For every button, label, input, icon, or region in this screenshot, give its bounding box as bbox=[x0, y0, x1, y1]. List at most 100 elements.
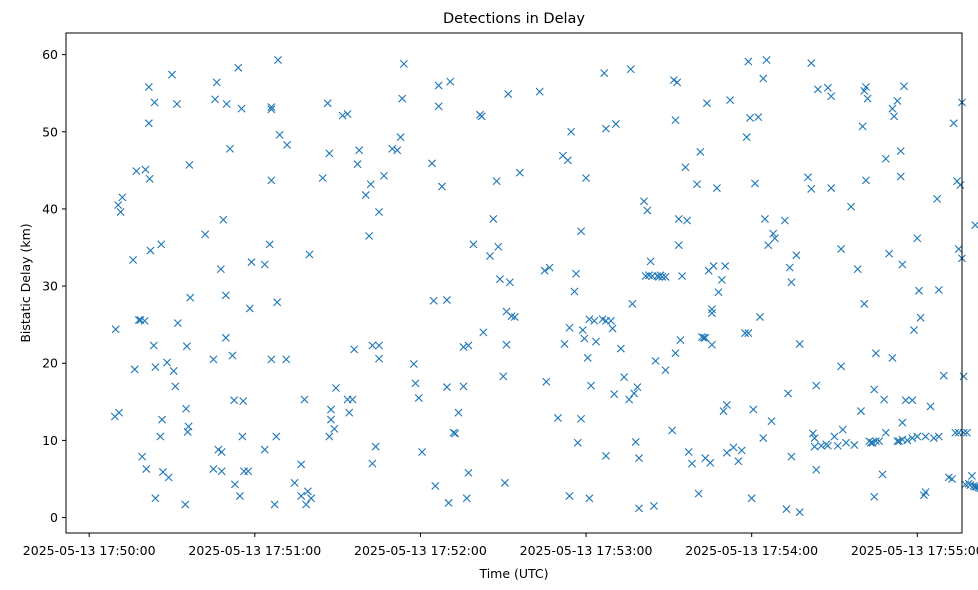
data-point bbox=[270, 500, 279, 509]
data-point bbox=[823, 441, 832, 450]
data-point bbox=[782, 505, 791, 514]
data-point bbox=[565, 491, 574, 500]
data-point bbox=[601, 451, 610, 460]
data-point bbox=[649, 502, 658, 510]
data-point bbox=[130, 365, 139, 374]
data-point bbox=[755, 312, 764, 321]
chart-title: Detections in Delay bbox=[443, 11, 585, 27]
data-point bbox=[914, 286, 923, 295]
data-point bbox=[219, 215, 228, 224]
data-point bbox=[972, 482, 978, 491]
data-point bbox=[273, 298, 282, 307]
data-point bbox=[871, 349, 880, 358]
data-point bbox=[926, 402, 935, 411]
x-tick-label: 2025-05-13 17:50:00 bbox=[23, 543, 156, 558]
data-point bbox=[230, 396, 239, 405]
data-point bbox=[837, 245, 846, 254]
data-point bbox=[409, 360, 418, 369]
data-point bbox=[601, 124, 610, 133]
data-point bbox=[145, 174, 154, 183]
data-point bbox=[625, 395, 634, 404]
y-axis-label: Bistatic Delay (km) bbox=[18, 223, 33, 342]
data-point bbox=[896, 147, 905, 156]
data-point bbox=[302, 500, 311, 509]
data-point bbox=[368, 341, 377, 350]
data-point bbox=[221, 333, 230, 342]
data-point bbox=[762, 56, 771, 64]
data-point bbox=[338, 111, 347, 120]
data-point bbox=[870, 385, 879, 394]
data-point bbox=[245, 304, 254, 313]
y-tick-label: 40 bbox=[42, 201, 58, 216]
data-point bbox=[361, 191, 370, 200]
data-point bbox=[610, 390, 619, 399]
data-point bbox=[885, 249, 894, 258]
data-point bbox=[734, 457, 743, 466]
data-point bbox=[971, 221, 978, 230]
data-point bbox=[934, 285, 943, 294]
data-point bbox=[567, 127, 576, 136]
data-point bbox=[542, 377, 551, 386]
data-point bbox=[290, 478, 299, 487]
data-point bbox=[545, 263, 554, 272]
data-point bbox=[504, 89, 513, 98]
data-point bbox=[838, 425, 847, 434]
data-point bbox=[901, 396, 910, 405]
data-point bbox=[908, 396, 917, 405]
data-point bbox=[860, 299, 869, 308]
data-point bbox=[900, 82, 909, 91]
data-point bbox=[157, 240, 166, 249]
data-point bbox=[365, 231, 374, 240]
data-point bbox=[388, 144, 397, 153]
data-point bbox=[712, 184, 721, 193]
data-point bbox=[274, 56, 282, 64]
data-point bbox=[399, 59, 408, 68]
data-point bbox=[742, 133, 751, 142]
data-point bbox=[411, 379, 420, 388]
data-point bbox=[747, 494, 756, 503]
data-point bbox=[812, 465, 821, 474]
data-point bbox=[535, 87, 544, 96]
data-point bbox=[803, 173, 812, 182]
data-point bbox=[477, 112, 486, 121]
data-point bbox=[608, 324, 617, 333]
data-point bbox=[719, 407, 728, 416]
data-point bbox=[871, 437, 880, 446]
data-point bbox=[590, 316, 599, 325]
data-point bbox=[916, 313, 925, 322]
data-point bbox=[272, 432, 281, 441]
data-point bbox=[353, 160, 362, 169]
data-point bbox=[578, 326, 587, 335]
data-point bbox=[631, 437, 640, 446]
data-point bbox=[583, 353, 592, 362]
data-point bbox=[573, 438, 582, 447]
data-point bbox=[129, 255, 138, 264]
y-tick-label: 50 bbox=[42, 124, 58, 139]
data-point bbox=[744, 329, 753, 338]
data-point bbox=[141, 165, 150, 174]
data-point bbox=[701, 333, 710, 342]
data-point bbox=[929, 434, 938, 443]
data-point bbox=[235, 491, 244, 500]
data-point bbox=[350, 345, 359, 354]
data-point bbox=[459, 343, 468, 352]
data-point bbox=[307, 494, 316, 503]
data-point bbox=[635, 504, 644, 513]
data-point bbox=[244, 467, 253, 476]
data-point bbox=[658, 272, 667, 281]
data-point bbox=[881, 428, 890, 437]
data-point bbox=[156, 432, 165, 441]
data-point bbox=[888, 104, 897, 113]
data-point bbox=[275, 130, 284, 139]
data-point bbox=[186, 293, 195, 302]
data-point bbox=[833, 441, 842, 450]
data-point bbox=[216, 265, 225, 274]
data-point bbox=[260, 445, 269, 454]
data-point bbox=[640, 197, 648, 206]
data-point bbox=[749, 405, 758, 414]
data-point bbox=[817, 441, 826, 450]
data-point bbox=[398, 94, 407, 103]
data-point bbox=[671, 349, 680, 358]
data-point bbox=[437, 182, 446, 191]
data-point bbox=[115, 408, 123, 417]
